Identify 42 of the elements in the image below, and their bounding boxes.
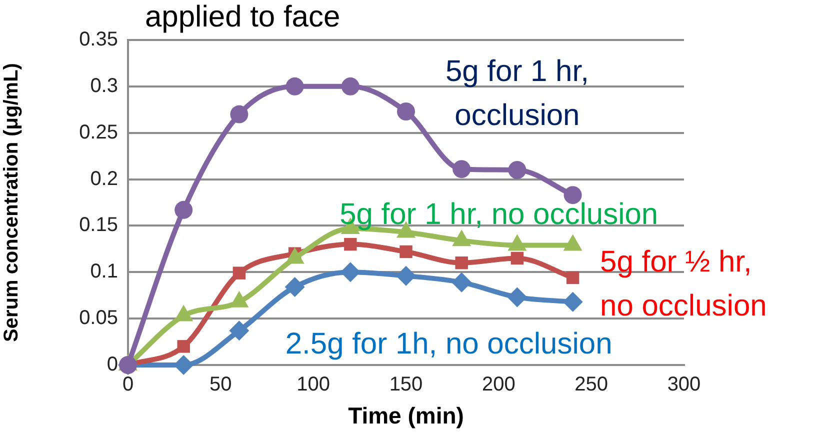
series-label: 5g for ½ hr, no occlusion <box>600 246 767 323</box>
x-tick-label: 100 <box>296 374 330 396</box>
y-tick-label: 0.2 <box>90 168 118 190</box>
y-tick-label: 0.35 <box>79 28 118 51</box>
point <box>177 340 190 353</box>
point <box>397 102 415 120</box>
point <box>341 77 360 96</box>
point <box>286 77 304 96</box>
x-tick-label: 150 <box>389 374 423 396</box>
point <box>232 266 246 280</box>
point <box>284 277 305 297</box>
point <box>452 272 472 292</box>
y-tick-label: 0.25 <box>79 121 118 144</box>
point <box>174 200 193 219</box>
x-tick-label: 0 <box>122 374 134 396</box>
series-label: 5g for 1 hr, occlusion <box>445 54 589 132</box>
x-tick-label: 250 <box>574 374 608 396</box>
y-axis-title: Serum concentration (μg/mL) <box>0 63 23 342</box>
point <box>562 292 583 312</box>
point <box>510 252 524 265</box>
point <box>344 238 357 251</box>
chart-title: applied to face <box>145 0 340 34</box>
point <box>396 266 416 286</box>
x-tick-label: 50 <box>210 374 232 396</box>
series-label: 5g for 1 hr, no occlusion <box>340 198 658 232</box>
point <box>455 256 468 270</box>
point <box>229 320 250 341</box>
point <box>507 287 528 308</box>
y-tick-label: 0.05 <box>79 307 118 330</box>
point <box>400 245 412 258</box>
y-tick-label: 0.1 <box>90 260 118 283</box>
x-tick-label: 200 <box>482 374 516 396</box>
point <box>452 160 471 178</box>
y-tick-label: 0.15 <box>79 214 118 236</box>
y-tick-label: 0 <box>106 354 118 376</box>
point <box>230 105 248 124</box>
series-label: 2.5g for 1h, no occlusion <box>285 327 612 360</box>
x-axis-title: Time (min) <box>348 402 464 429</box>
x-tick-label: 300 <box>667 374 701 396</box>
point <box>508 161 526 179</box>
point <box>566 271 580 284</box>
y-tick-label: 0.3 <box>90 74 118 97</box>
